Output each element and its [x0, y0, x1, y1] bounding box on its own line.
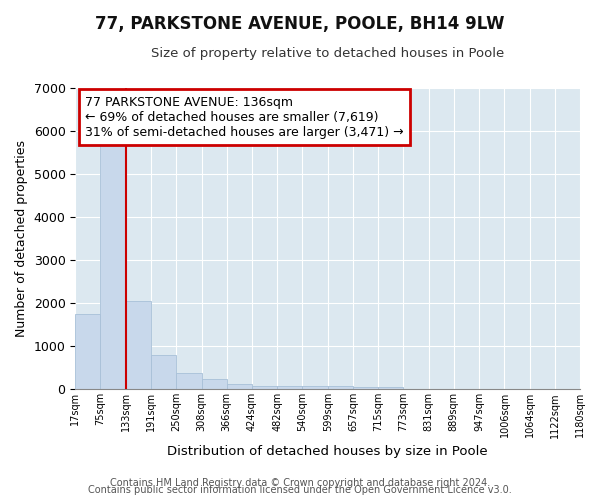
Text: Contains public sector information licensed under the Open Government Licence v3: Contains public sector information licen… [88, 485, 512, 495]
X-axis label: Distribution of detached houses by size in Poole: Distribution of detached houses by size … [167, 444, 488, 458]
Bar [100, 142, 125, 390]
Text: Contains HM Land Registry data © Crown copyright and database right 2024.: Contains HM Land Registry data © Crown c… [110, 478, 490, 488]
Bar [353, 386, 378, 390]
Bar [227, 384, 252, 390]
Text: 77, PARKSTONE AVENUE, POOLE, BH14 9LW: 77, PARKSTONE AVENUE, POOLE, BH14 9LW [95, 15, 505, 33]
Bar [75, 314, 100, 390]
Bar [252, 386, 277, 390]
Bar [176, 374, 202, 390]
Bar [277, 386, 302, 390]
Title: Size of property relative to detached houses in Poole: Size of property relative to detached ho… [151, 48, 504, 60]
Y-axis label: Number of detached properties: Number of detached properties [15, 140, 28, 337]
Bar [151, 355, 176, 390]
Bar [125, 301, 151, 390]
Bar [202, 380, 227, 390]
Bar [378, 387, 403, 390]
Bar [302, 386, 328, 390]
Bar [328, 386, 353, 390]
Text: 77 PARKSTONE AVENUE: 136sqm
← 69% of detached houses are smaller (7,619)
31% of : 77 PARKSTONE AVENUE: 136sqm ← 69% of det… [85, 96, 404, 138]
